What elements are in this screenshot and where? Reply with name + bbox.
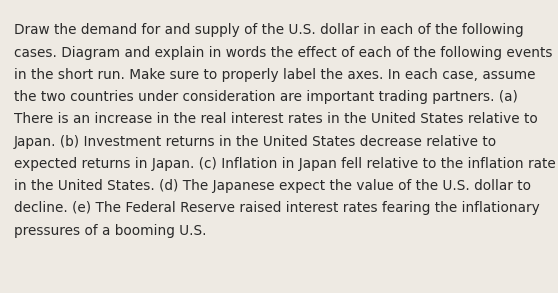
Text: Draw the demand for and supply of the U.S. dollar in each of the following cases: Draw the demand for and supply of the U.… bbox=[14, 23, 556, 238]
